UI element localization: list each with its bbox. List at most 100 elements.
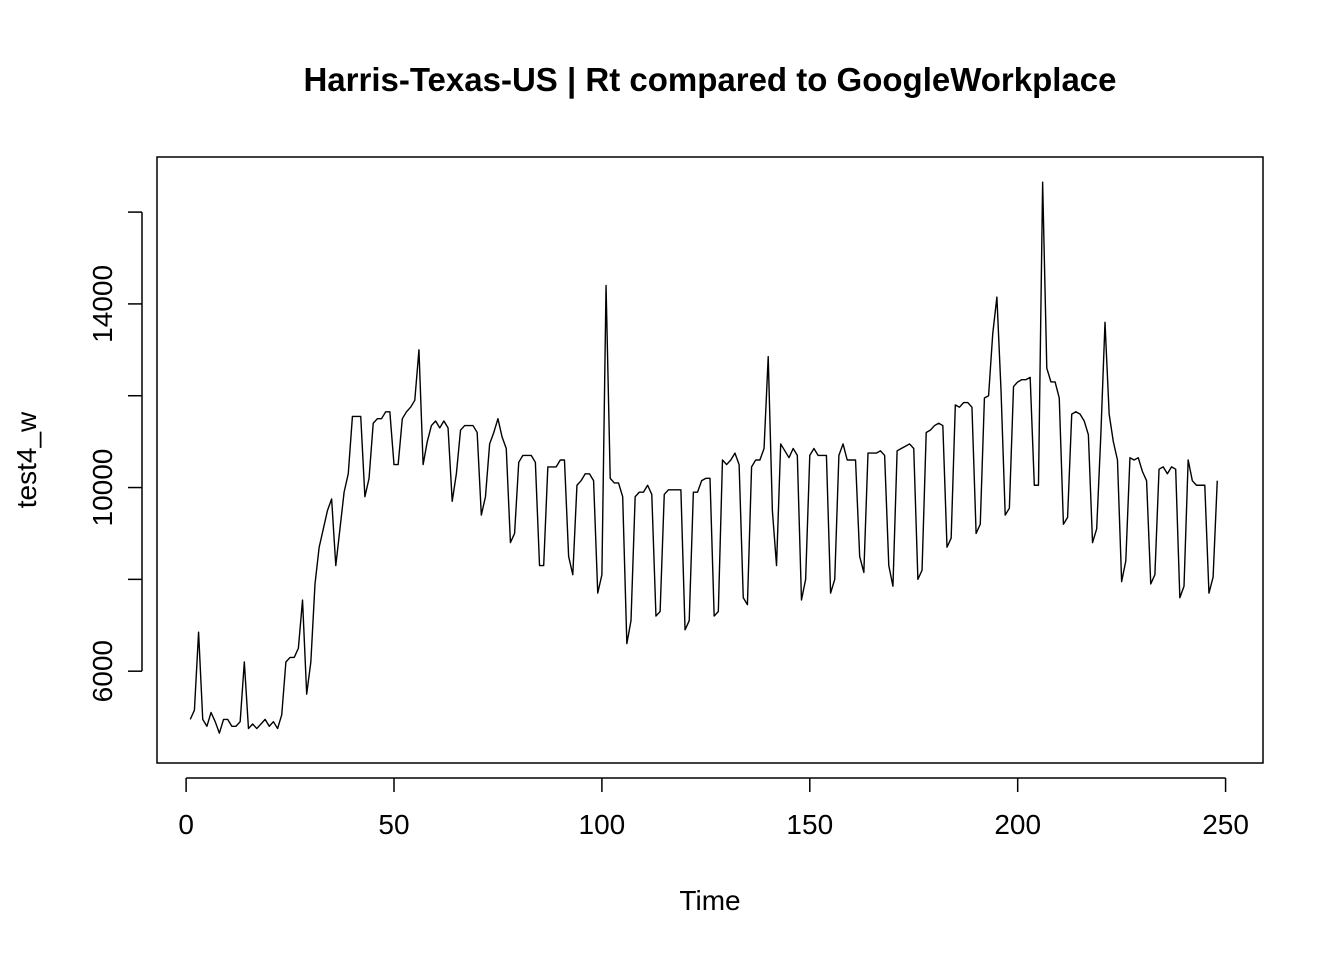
data-point xyxy=(971,406,973,408)
data-point xyxy=(1054,381,1056,383)
data-point xyxy=(767,356,769,358)
data-point xyxy=(888,565,890,567)
data-point xyxy=(751,466,753,468)
data-point xyxy=(984,397,986,399)
data-point xyxy=(1075,411,1077,413)
data-point xyxy=(589,473,591,475)
data-point xyxy=(580,480,582,482)
chart-title: Harris-Texas-US | Rt compared to GoogleW… xyxy=(303,61,1116,98)
data-point xyxy=(560,459,562,461)
data-point xyxy=(189,719,191,721)
data-point xyxy=(1179,597,1181,599)
data-point xyxy=(314,583,316,585)
data-point xyxy=(235,725,237,727)
data-point xyxy=(772,510,774,512)
data-point xyxy=(460,429,462,431)
data-point xyxy=(605,285,607,287)
data-point xyxy=(1042,181,1044,183)
data-point xyxy=(792,448,794,450)
data-point xyxy=(443,420,445,422)
data-point xyxy=(456,473,458,475)
data-point xyxy=(256,728,258,730)
data-point xyxy=(1113,441,1115,443)
data-point xyxy=(1183,585,1185,587)
data-point xyxy=(372,422,374,424)
data-point xyxy=(821,455,823,457)
data-point xyxy=(896,450,898,452)
x-axis-label: Time xyxy=(679,885,740,916)
data-point xyxy=(834,579,836,581)
data-point xyxy=(813,448,815,450)
data-point xyxy=(406,411,408,413)
data-point xyxy=(1009,507,1011,509)
data-point xyxy=(701,480,703,482)
data-point xyxy=(784,450,786,452)
data-point xyxy=(493,432,495,434)
data-point xyxy=(260,723,262,725)
data-point xyxy=(518,462,520,464)
data-point xyxy=(805,579,807,581)
data-point xyxy=(1000,390,1002,392)
data-point xyxy=(992,333,994,335)
data-point xyxy=(684,629,686,631)
y-tick-label: 10000 xyxy=(87,449,118,527)
data-point xyxy=(909,443,911,445)
data-point xyxy=(1067,517,1069,519)
data-point xyxy=(194,709,196,711)
data-point xyxy=(892,585,894,587)
data-point xyxy=(273,721,275,723)
data-point xyxy=(1196,484,1198,486)
data-point xyxy=(481,514,483,516)
data-point xyxy=(688,620,690,622)
y-axis: 6000 10000 14000 xyxy=(87,211,143,702)
data-point xyxy=(431,425,433,427)
data-point xyxy=(568,556,570,558)
data-point xyxy=(289,657,291,659)
data-point xyxy=(643,491,645,493)
data-point xyxy=(730,459,732,461)
data-point xyxy=(377,418,379,420)
data-point xyxy=(497,418,499,420)
data-point xyxy=(339,528,341,530)
data-point xyxy=(410,406,412,408)
data-point xyxy=(306,693,308,695)
data-point xyxy=(1204,484,1206,486)
data-point xyxy=(647,484,649,486)
data-point xyxy=(302,599,304,601)
data-point xyxy=(1158,468,1160,470)
data-point xyxy=(285,661,287,663)
data-point xyxy=(763,448,765,450)
data-point xyxy=(1104,321,1106,323)
data-point xyxy=(1216,480,1218,482)
data-point xyxy=(963,402,965,404)
data-point xyxy=(318,546,320,548)
data-point xyxy=(697,491,699,493)
data-point xyxy=(626,643,628,645)
data-point xyxy=(202,719,204,721)
data-point xyxy=(1071,413,1073,415)
data-point xyxy=(905,445,907,447)
data-point xyxy=(955,404,957,406)
data-point xyxy=(343,491,345,493)
data-point xyxy=(277,728,279,730)
data-point xyxy=(352,416,354,418)
data-point xyxy=(1133,459,1135,461)
data-point xyxy=(219,732,221,734)
y-tick-label: 14000 xyxy=(87,265,118,343)
data-point xyxy=(231,725,233,727)
data-point xyxy=(327,510,329,512)
data-point xyxy=(543,565,545,567)
data-point xyxy=(880,450,882,452)
data-point xyxy=(709,478,711,480)
data-point xyxy=(755,459,757,461)
data-point xyxy=(564,459,566,461)
data-point xyxy=(501,436,503,438)
data-point xyxy=(817,455,819,457)
x-axis: 0 50 100 150 200 250 xyxy=(178,777,1249,840)
data-point xyxy=(622,496,624,498)
data-point xyxy=(584,473,586,475)
data-point xyxy=(705,478,707,480)
data-point xyxy=(680,489,682,491)
data-point xyxy=(526,455,528,457)
